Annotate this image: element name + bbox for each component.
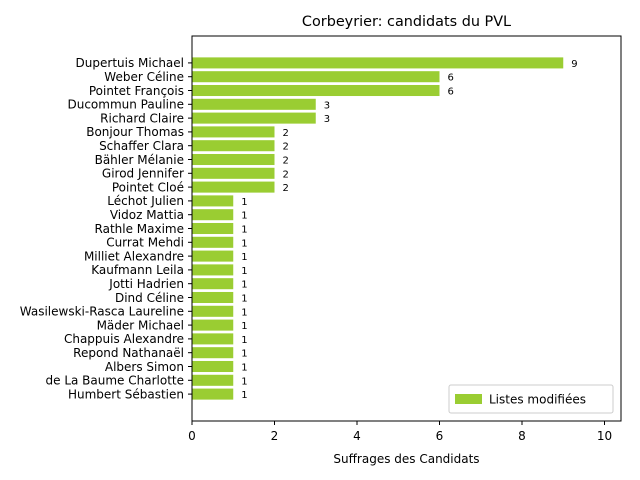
y-tick-label: Dupertuis Michael [76,56,184,70]
y-tick-label: Chappuis Alexandre [64,332,184,346]
bar [192,360,234,373]
bar [192,209,234,221]
y-tick-label: Jotti Hadrien [108,277,184,291]
bar [192,98,316,110]
bar-value-label: 1 [241,211,247,222]
bars-layer [192,57,564,400]
chart-title: Corbeyrier: candidats du PVL [302,14,511,30]
bar-value-label: 1 [241,252,247,263]
bar-value-label: 1 [241,225,247,236]
bar-value-label: 1 [241,293,247,304]
bar [192,140,275,152]
y-tick-label: Richard Claire [100,111,184,125]
legend-frame [448,384,614,414]
bar-value-label: 2 [283,183,289,194]
bar-value-label: 2 [283,156,289,167]
bar-value-label: 1 [241,335,247,346]
bar-value-label: 1 [241,266,247,277]
bar [192,222,234,235]
bar [192,84,440,97]
bar-value-label: 2 [283,128,289,139]
bar [192,167,275,179]
bar [192,153,275,166]
bar [192,291,234,304]
x-tick-label: 4 [353,429,361,443]
y-tick-label: Dind Céline [115,291,184,305]
bar [192,374,234,386]
bar [192,250,234,262]
y-tick-label: Vidoz Mattia [110,208,184,222]
y-tick-label: Bonjour Thomas [86,125,184,139]
y-tick-label: Ducommun Pauline [67,98,184,112]
bar-value-label: 3 [324,100,330,111]
x-axis-label: Suffrages des Candidats [333,452,479,466]
y-tick-label: Wasilewski-Rasca Laureline [20,305,184,319]
bar-value-label: 9 [571,59,577,70]
bar-value-label: 6 [448,87,454,98]
y-tick-label: Bähler Mélanie [95,153,184,167]
y-tick-label: Rathle Maxime [95,222,184,236]
legend: Listes modifiées [448,384,614,414]
legend-label: Listes modifiées [489,393,586,407]
x-axis-ticks: 0 2 4 6 8 10 [188,421,612,443]
y-tick-label: Pointet François [89,84,184,98]
x-tick-label: 2 [271,429,279,443]
y-tick-label: Kaufmann Leila [91,263,184,277]
plot-frame [191,35,622,422]
bar-value-label: 1 [241,376,247,387]
bar-value-label: 2 [283,142,289,153]
bar [192,126,275,138]
bar-value-label: 2 [283,169,289,180]
bar-value-label: 1 [241,362,247,373]
bar [192,195,234,207]
bar [192,347,234,359]
y-tick-label: Humbert Sébastien [68,387,184,401]
bar-value-label: 1 [241,349,247,360]
bar-value-label: 1 [241,307,247,318]
y-tick-label: Repond Nathanaël [73,346,184,360]
bar-value-label: 1 [241,390,247,401]
x-tick-label: 6 [436,429,444,443]
value-labels-layer: 9 6 6 3 3 2 2 2 2 2 1 1 1 1 1 1 1 1 1 1 1 1 1 1 1 [241,59,577,401]
y-tick-label: Girod Jennifer [102,167,184,181]
x-tick-label: 0 [188,429,196,443]
x-tick-label: 8 [518,429,526,443]
y-tick-label: Léchot Julien [107,194,184,208]
bar [192,388,234,400]
bar [192,57,564,69]
x-tick-label: 10 [597,429,612,443]
bar-value-label: 6 [448,73,454,84]
y-tick-label: Schaffer Clara [99,139,184,153]
bar-value-label: 1 [241,321,247,332]
bar [192,278,234,290]
y-tick-label: Milliet Alexandre [84,249,184,263]
bar [192,181,275,193]
bar-value-label: 3 [324,114,330,125]
y-tick-label: Albers Simon [105,360,184,374]
bar-value-label: 1 [241,280,247,291]
y-tick-label: de La Baume Charlotte [46,374,185,388]
bar [192,333,234,345]
legend-swatch [455,394,482,404]
bar-value-label: 1 [241,197,247,208]
y-tick-label: Currat Mehdi [106,236,184,250]
y-tick-label: Pointet Cloé [112,180,184,194]
bar [192,305,234,317]
bar [192,236,234,248]
bar [192,71,440,83]
y-tick-label: Weber Céline [104,70,184,84]
bar-value-label: 1 [241,238,247,249]
y-tick-label: Mäder Michael [97,318,184,332]
bar [192,112,316,124]
bar [192,264,234,276]
bar [192,319,234,331]
